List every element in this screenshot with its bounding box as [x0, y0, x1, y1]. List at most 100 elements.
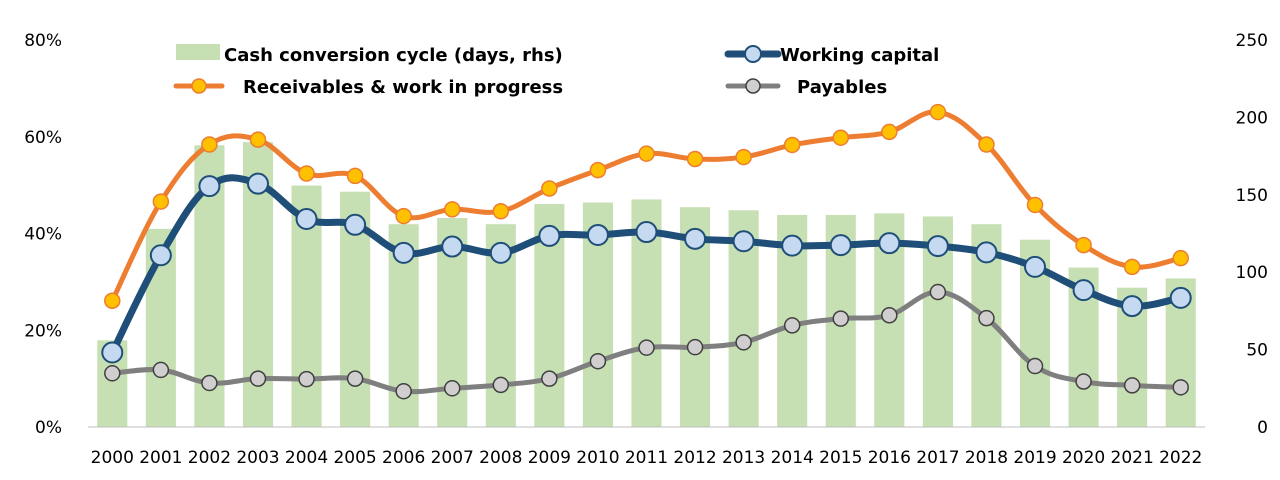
x-axis-tick-label: 2022: [1159, 448, 1202, 468]
x-axis-tick-label: 2013: [722, 448, 765, 468]
x-axis-tick-label: 2008: [479, 448, 522, 468]
series-point-2006: [392, 241, 415, 264]
right-axis-tick-label: 250: [1236, 31, 1268, 51]
series-point-2002: [201, 136, 218, 153]
legend-marker-payables: [745, 78, 761, 94]
series-point-2018: [978, 136, 995, 153]
right-axis-tick-label: 200: [1236, 108, 1268, 128]
series-point-2005: [346, 370, 364, 387]
series-point-2021: [1123, 258, 1141, 276]
series-point-2010: [586, 223, 609, 246]
x-axis-tick-label: 2009: [528, 448, 571, 468]
series-point-2011: [638, 339, 655, 356]
x-axis-tick-label: 2001: [139, 448, 182, 468]
x-axis-tick-label: 2002: [188, 448, 231, 468]
series-point-2022: [1169, 286, 1192, 309]
series-point-2000: [101, 341, 124, 364]
series-point-2013: [735, 148, 752, 166]
series-point-2022: [1172, 249, 1189, 267]
right-axis-tick-label: 0: [1257, 418, 1268, 438]
legend-swatch-bars: [176, 44, 220, 60]
series-point-2015: [829, 234, 852, 257]
series-point-2020: [1075, 373, 1092, 390]
legend-entry-receivables: Receivables & work in progress: [173, 77, 563, 98]
series-0: [101, 172, 1192, 364]
series-point-2016: [878, 232, 901, 255]
series-point-2019: [1026, 357, 1044, 375]
series-point-2004: [298, 370, 315, 388]
series-point-2014: [783, 136, 801, 154]
series-2: [104, 283, 1189, 400]
series-point-2022: [1172, 379, 1189, 396]
x-axis-tick-label: 2014: [771, 448, 814, 468]
series-point-2015: [832, 310, 850, 327]
x-axis-tick-label: 2006: [382, 448, 425, 468]
left-axis-tick-label: 40%: [24, 225, 62, 245]
series-point-2002: [201, 374, 218, 392]
left-axis-tick-label: 0%: [35, 418, 62, 438]
series-point-2011: [635, 221, 658, 244]
series-point-2008: [489, 241, 512, 264]
legend-marker-working-capital: [744, 45, 762, 63]
right-axis-tick-label: 150: [1236, 186, 1268, 206]
series-point-2002: [198, 175, 221, 198]
series-point-2001: [152, 193, 170, 210]
series-point-2005: [344, 213, 367, 236]
legend-label-payables: Payables: [797, 77, 887, 98]
series-point-2020: [1072, 279, 1095, 302]
series-point-2007: [441, 235, 464, 258]
x-axis-tick-label: 2003: [236, 448, 279, 468]
x-axis-tick-label: 2020: [1062, 448, 1105, 468]
series-point-2019: [1024, 255, 1047, 278]
series-point-2001: [149, 244, 172, 267]
x-axis-tick-label: 2016: [868, 448, 911, 468]
x-axis-tick-label: 2010: [576, 448, 619, 468]
x-axis-tick-label: 2000: [91, 448, 134, 468]
x-axis-tick-label: 2017: [916, 448, 959, 468]
series-point-2018: [978, 309, 995, 327]
series-point-2007: [443, 380, 461, 397]
series-point-2010: [589, 352, 607, 370]
series-point-2017: [926, 235, 949, 258]
legend-label-working-capital: Working capital: [780, 45, 939, 66]
legend-entry-payables: Payables: [725, 77, 887, 98]
axes-layer: 0% 20% 40% 60% 80% 0 50 100 150 200 250 2000 2001 200…: [24, 31, 1268, 468]
series-1: [104, 103, 1189, 309]
series-point-2011: [638, 145, 655, 162]
x-axis-tick-label: 2012: [673, 448, 716, 468]
series-point-2015: [832, 129, 850, 146]
series-point-2017: [929, 103, 947, 121]
series-point-2013: [735, 334, 752, 351]
right-axis-tick-label: 50: [1246, 341, 1268, 361]
series-point-2012: [686, 150, 704, 168]
series-point-2006: [395, 207, 412, 225]
left-axis-tick-label: 60%: [24, 128, 62, 148]
legend-entry-cash-conversion-cycle: Cash conversion cycle (days, rhs): [176, 44, 563, 66]
x-axis-tick-label: 2018: [965, 448, 1008, 468]
series-point-2016: [881, 307, 898, 324]
x-axis-tick-label: 2015: [819, 448, 862, 468]
legend-label-bars: Cash conversion cycle (days, rhs): [224, 45, 563, 66]
series-point-2014: [783, 317, 801, 334]
series-point-2010: [589, 161, 607, 179]
series-point-2009: [541, 180, 558, 197]
series-point-2012: [686, 338, 704, 356]
x-axis-tick-label: 2007: [431, 448, 474, 468]
series-point-2008: [492, 376, 510, 394]
x-axis-tick-label: 2004: [285, 448, 328, 468]
left-axis-tick-label: 20%: [24, 321, 62, 341]
series-point-2016: [881, 123, 898, 141]
series-point-2006: [395, 382, 412, 400]
series-point-2003: [249, 131, 267, 148]
series-point-2009: [538, 224, 561, 247]
series-point-2007: [443, 201, 461, 218]
series-point-2009: [541, 370, 558, 387]
series-point-2000: [104, 292, 121, 309]
series-point-2000: [104, 365, 121, 382]
legend: Cash conversion cycle (days, rhs) Workin…: [173, 44, 939, 98]
right-axis-tick-label: 100: [1236, 263, 1268, 283]
lines-layer: [101, 103, 1192, 400]
x-axis-tick-label: 2019: [1013, 448, 1056, 468]
series-point-2014: [781, 234, 804, 257]
